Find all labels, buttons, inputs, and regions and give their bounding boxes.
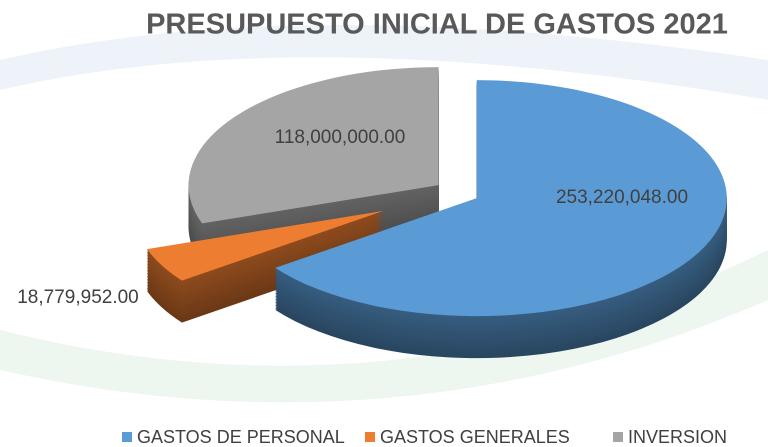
- legend-swatch: [122, 432, 132, 442]
- pie-slice: [188, 67, 439, 224]
- legend-label: GASTOS GENERALES: [380, 427, 570, 447]
- pie-slice: [275, 80, 727, 317]
- pie-slice: [147, 210, 384, 281]
- background-swoosh: [0, 25, 768, 100]
- legend-swatch: [613, 432, 623, 442]
- chart-title: PRESUPUESTO INICIAL DE GASTOS 2021: [146, 9, 728, 41]
- background-swoosh: [0, 250, 768, 403]
- legend-label: INVERSION: [628, 427, 727, 447]
- data-label: 118,000,000.00: [275, 127, 406, 148]
- data-label: 18,779,952.00: [17, 287, 139, 308]
- legend-label: GASTOS DE PERSONAL: [137, 427, 345, 447]
- data-label: 253,220,048.00: [556, 187, 688, 208]
- legend-swatch: [365, 432, 375, 442]
